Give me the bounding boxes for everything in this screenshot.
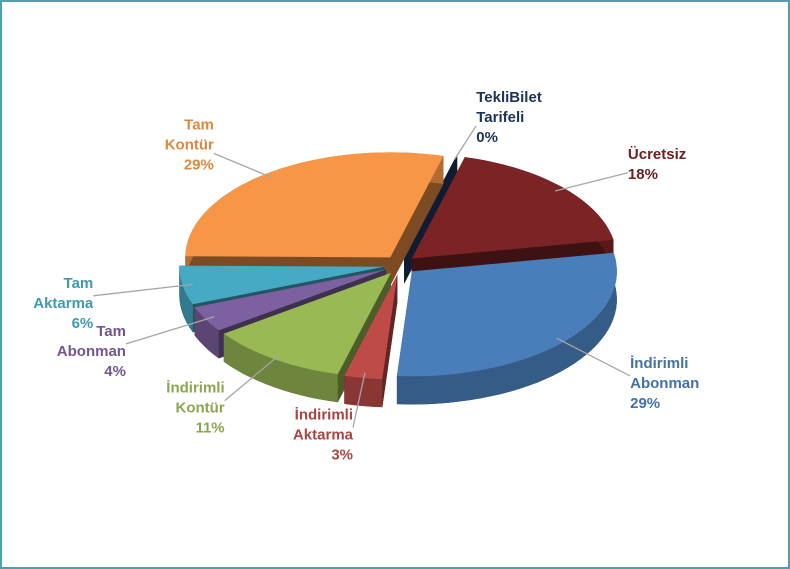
slice (185, 152, 444, 258)
data-label: Tam Aktarma (33, 275, 94, 312)
data-value-label: 11% (195, 420, 224, 437)
data-label: TekliBilet Tarifeli (476, 89, 542, 126)
slice-side (390, 155, 444, 286)
slice (396, 252, 617, 377)
slice-edge (223, 333, 338, 403)
leader-line (213, 152, 273, 179)
slice (411, 157, 614, 259)
slice (223, 272, 391, 375)
leader-line (125, 316, 215, 345)
data-value-label: 0% (476, 129, 498, 146)
data-value-label: 18% (628, 166, 658, 183)
data-value-label: 6% (72, 315, 94, 332)
slice-edge (194, 307, 219, 359)
leader-line (224, 354, 281, 402)
slice-edge (344, 375, 383, 408)
data-label: Tam Abonman (57, 323, 126, 360)
slice (194, 269, 386, 331)
data-label: Ücretsiz (628, 146, 686, 163)
leader-line (453, 125, 477, 160)
data-value-label: 3% (331, 446, 353, 463)
slice (344, 274, 398, 380)
data-value-label: 4% (104, 363, 126, 380)
data-label: İndirimli Abonman (630, 355, 699, 392)
data-label: Tam Kontür (165, 116, 214, 153)
data-label: İndirimli Kontür (166, 380, 225, 417)
slice-edge (396, 252, 617, 405)
data-value-label: 29% (630, 395, 660, 412)
slice-edge (179, 265, 193, 333)
slice (179, 265, 385, 305)
data-value-label: 29% (184, 156, 214, 173)
leader-line (554, 172, 629, 192)
leader-line (352, 372, 366, 428)
data-label: İndirimli Aktarma (293, 406, 354, 443)
leader-line (556, 337, 631, 377)
leader-line (93, 283, 193, 297)
